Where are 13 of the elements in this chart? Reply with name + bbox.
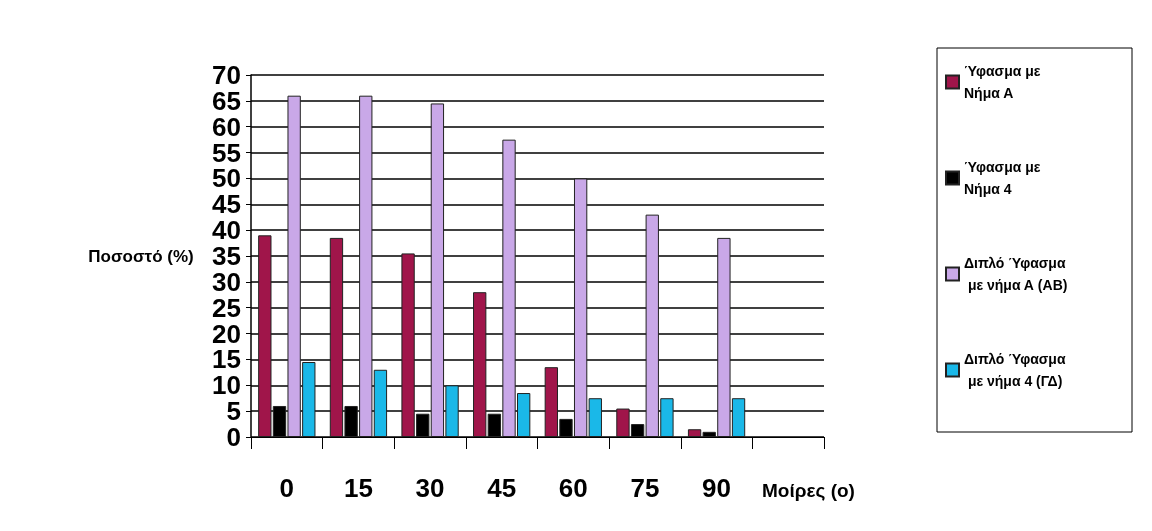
legend-label: Ύφασμα με Νήμα Α [964, 63, 1045, 101]
legend-label: Διπλό Ύφασμα με νήμα Α (ΑΒ) [964, 255, 1068, 293]
x-tick-label: 60 [558, 473, 588, 503]
x-tick-label: 30 [415, 473, 445, 503]
legend-label: Διπλό Ύφασμα με νήμα 4 (ΓΔ) [964, 351, 1066, 389]
x-axis-title: Μοίρες (o) [762, 480, 855, 501]
x-tick-label: 75 [630, 473, 660, 503]
x-tick-label: 0 [279, 473, 295, 503]
y-axis-title: Ποσοστό (%) [88, 246, 194, 266]
legend-label: Ύφασμα με Νήμα 4 [964, 159, 1045, 197]
x-tick-label: 90 [702, 473, 732, 503]
x-tick-label: 45 [487, 473, 517, 503]
x-tick-label: 15 [343, 473, 373, 503]
